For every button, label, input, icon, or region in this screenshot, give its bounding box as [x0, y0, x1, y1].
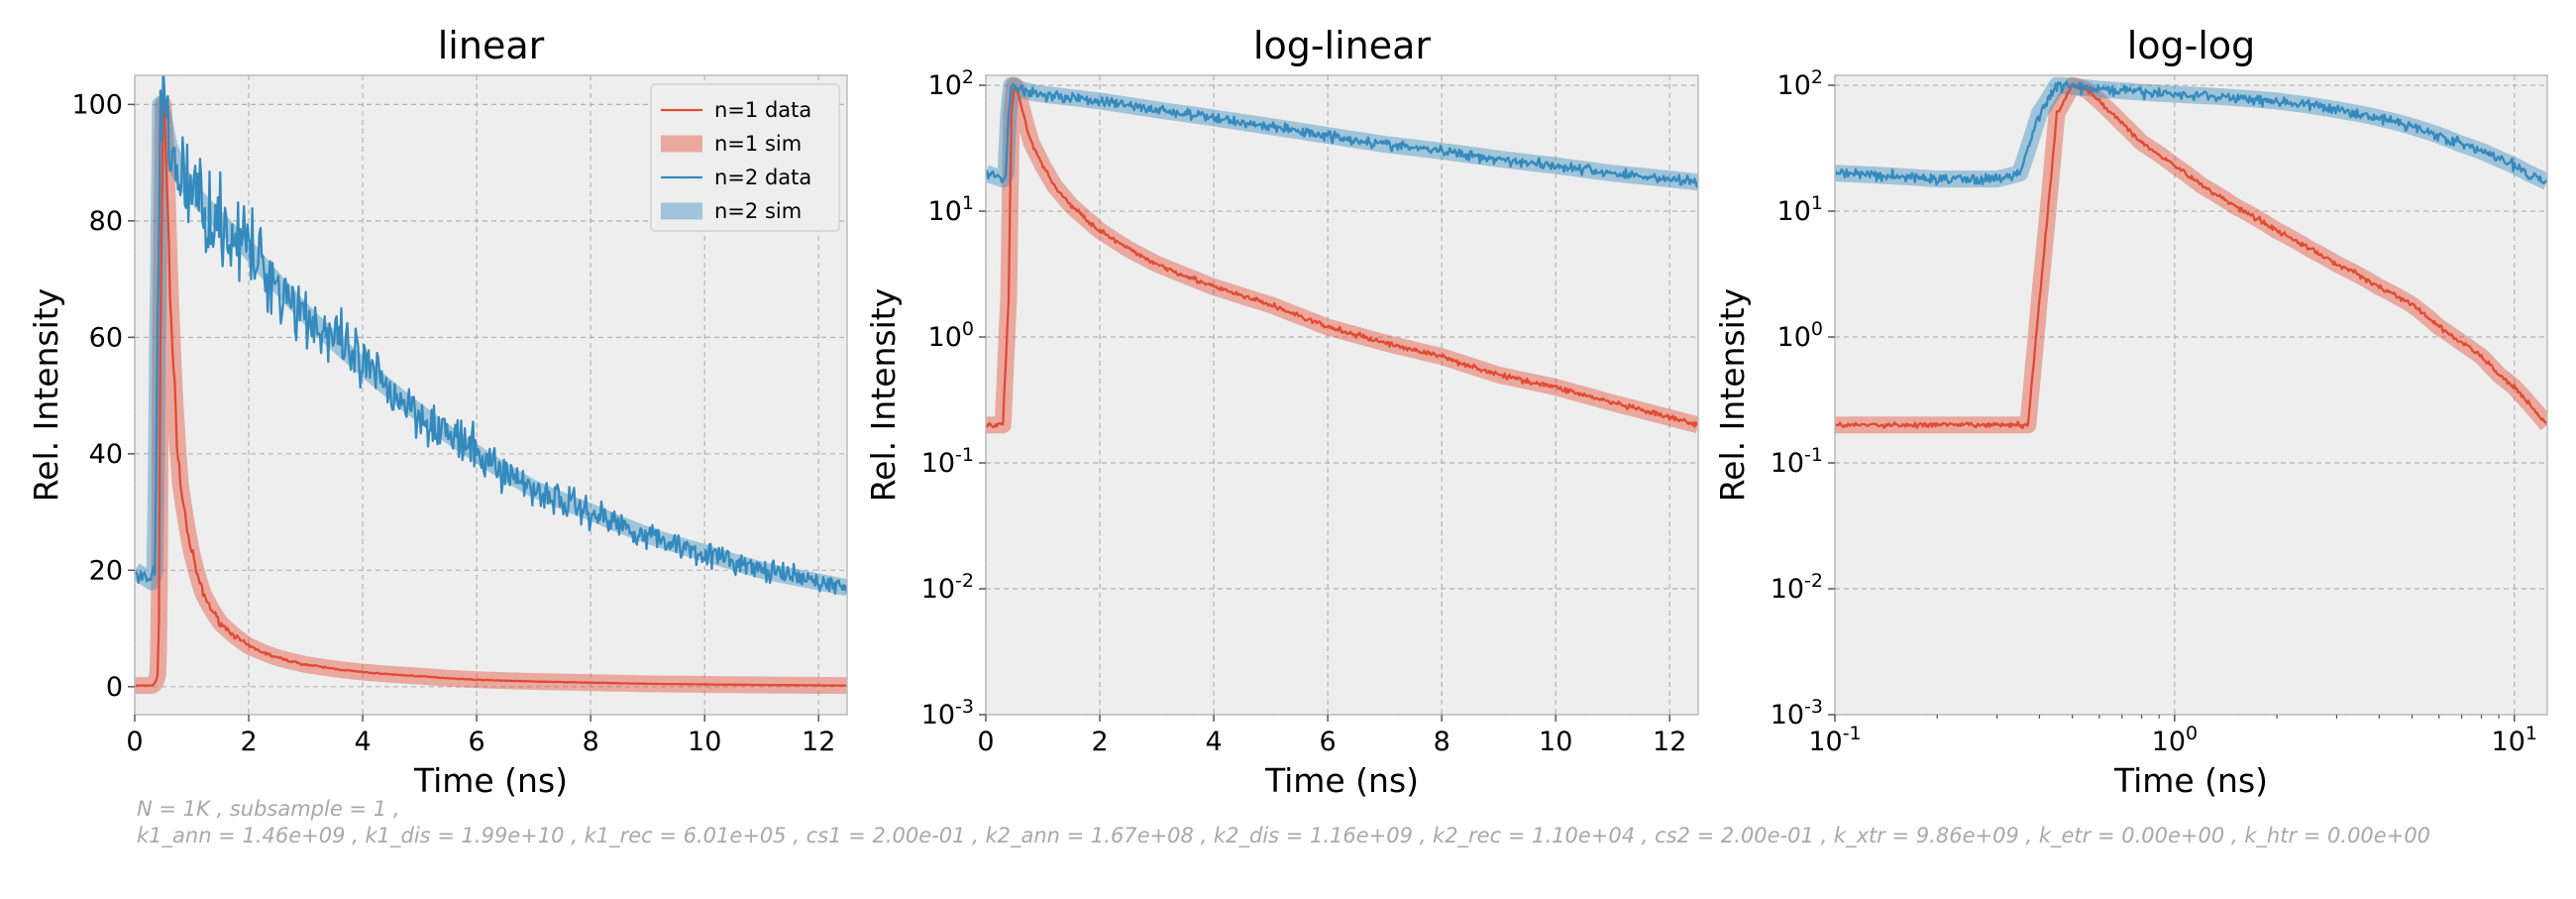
- tick-exponent: 0: [962, 318, 974, 340]
- y-axis-label: Rel. Intensity: [864, 288, 903, 503]
- subplot-linear: 0 2 4 6 8 10 12 0 20 40 60 80 100 linear Time (ns) Rel.…: [27, 24, 848, 800]
- tick-exponent: 0: [2186, 723, 2198, 744]
- x-tick-label: 10-1: [1808, 723, 1861, 757]
- y-tick-label: 101: [1777, 192, 1823, 227]
- series-line-n-1-data: [135, 97, 847, 687]
- tick-base: 10: [921, 448, 955, 479]
- tick-base: 10: [1777, 70, 1811, 101]
- y-tick-label: 100: [928, 318, 974, 353]
- plot-frame: [134, 74, 848, 716]
- tick-exponent: 2: [962, 66, 974, 88]
- plot-frame: [1834, 74, 2548, 716]
- x-tick-label: 101: [2492, 723, 2537, 757]
- tick-exponent: 1: [962, 192, 974, 214]
- tick-base: 10: [1777, 322, 1811, 353]
- x-tick-label: 12: [802, 727, 835, 757]
- legend-label: n=2 sim: [714, 199, 802, 223]
- x-tick-label: 10: [688, 727, 721, 757]
- y-tick-label: 0: [106, 672, 123, 703]
- series-line-n-2-data: [1835, 80, 2547, 186]
- x-tick-label: 12: [1653, 727, 1686, 757]
- tick-base: 10: [928, 70, 962, 101]
- y-tick-label: 10-1: [921, 444, 974, 479]
- subplot-log-log: 10-1 100 10110-310-210-1100101102log-logTi…: [1713, 24, 2548, 800]
- x-axis-label: Time (ns): [2113, 761, 2268, 800]
- y-tick-label: 10-3: [1771, 696, 1823, 730]
- subplot-title: log-log: [2127, 24, 2256, 67]
- subplot-title: linear: [438, 24, 545, 67]
- y-axis-label: Rel. Intensity: [27, 288, 65, 503]
- x-tick-label: 4: [354, 727, 371, 757]
- x-tick-label: 8: [583, 727, 599, 757]
- footer-line-1: N = 1K , subsample = 1 ,: [137, 797, 400, 821]
- tick-base: 10: [1771, 574, 1804, 605]
- y-tick-label: 102: [928, 66, 974, 101]
- x-tick-label: 100: [2152, 723, 2198, 757]
- tick-base: 10: [921, 700, 955, 730]
- x-tick-label: 0: [977, 727, 994, 757]
- y-axis-label: Rel. Intensity: [1713, 288, 1752, 503]
- tick-exponent: -3: [955, 696, 974, 718]
- y-tick-label: 10-2: [921, 570, 974, 605]
- y-tick-label: 40: [89, 439, 123, 470]
- x-tick-label: 2: [1091, 727, 1108, 757]
- legend-label: n=1 data: [714, 98, 811, 122]
- tick-base: 10: [928, 322, 962, 353]
- y-tick-label: 60: [89, 322, 123, 353]
- plot-frame: [985, 74, 1699, 716]
- y-tick-label: 80: [89, 206, 123, 237]
- tick-base: 10: [1771, 448, 1804, 479]
- x-tick-label: 2: [240, 727, 257, 757]
- tick-exponent: -1: [955, 444, 974, 466]
- x-tick-label: 0: [126, 727, 143, 757]
- tick-base: 10: [1771, 700, 1804, 730]
- series-line-n-2-data: [986, 82, 1698, 188]
- y-tick-label: 102: [1777, 66, 1823, 101]
- tick-exponent: -1: [1843, 723, 1862, 744]
- y-tick-label: 101: [928, 192, 974, 227]
- y-tick-label: 10-3: [921, 696, 974, 730]
- y-tick-label: 10-1: [1771, 444, 1823, 479]
- subplot-log-linear: 0 2 4 6 8 10 1210-310-210-1100101102log-linear…: [864, 24, 1699, 800]
- series-line-n-2-data: [135, 75, 847, 596]
- tick-exponent: 1: [1811, 192, 1823, 214]
- x-axis-label: Time (ns): [1264, 761, 1419, 800]
- tick-exponent: -1: [1804, 444, 1823, 466]
- tick-base: 10: [921, 574, 955, 605]
- footer-line-2: k1_ann = 1.46e+09 , k1_dis = 1.99e+10 , …: [137, 824, 2431, 847]
- y-tick-label: 100: [1777, 318, 1823, 353]
- legend-label: n=2 data: [714, 166, 811, 189]
- x-axis-label: Time (ns): [413, 761, 568, 800]
- tick-exponent: 1: [2525, 723, 2537, 744]
- x-tick-label: 4: [1205, 727, 1222, 757]
- x-tick-label: 6: [1320, 727, 1337, 757]
- parameter-footer: N = 1K , subsample = 1 , k1_ann = 1.46e+…: [137, 796, 2554, 849]
- tick-exponent: -2: [1804, 570, 1823, 592]
- legend-label: n=1 sim: [714, 132, 802, 156]
- subplot-title: log-linear: [1253, 24, 1432, 67]
- tick-exponent: 0: [1811, 318, 1823, 340]
- series-line-n-1-data: [1835, 83, 2547, 430]
- x-tick-label: 10: [1539, 727, 1572, 757]
- series-line-n-1-data: [986, 85, 1698, 429]
- tick-base: 10: [1777, 196, 1811, 227]
- plot-area: [1835, 75, 2547, 715]
- legend-box: [650, 83, 840, 232]
- y-tick-label: 20: [89, 555, 123, 586]
- tick-base: 10: [928, 196, 962, 227]
- y-tick-label: 10-2: [1771, 570, 1823, 605]
- x-tick-label: 6: [469, 727, 485, 757]
- x-tick-label: 8: [1434, 727, 1450, 757]
- tick-exponent: -2: [955, 570, 974, 592]
- tick-exponent: 2: [1811, 66, 1823, 88]
- y-tick-label: 100: [71, 89, 123, 120]
- tick-exponent: -3: [1804, 696, 1823, 718]
